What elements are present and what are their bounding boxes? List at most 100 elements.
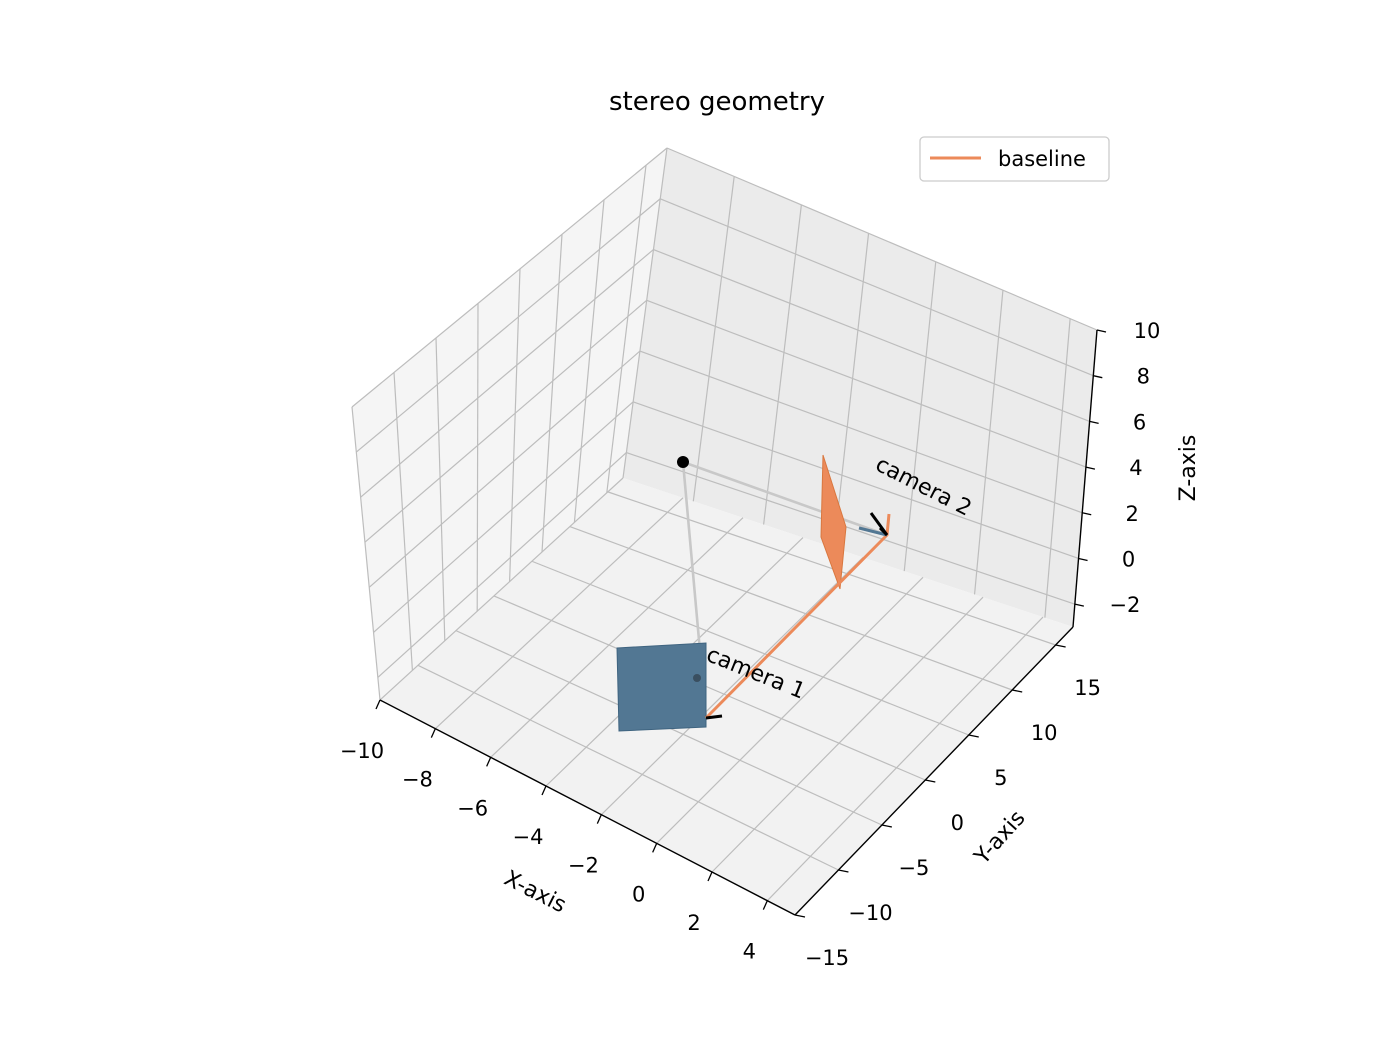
x-tick-label-7: 4 <box>743 940 756 964</box>
grid-back-y-5 <box>973 290 1004 595</box>
x-tick-3 <box>541 785 547 796</box>
grid-left-x-4 <box>509 268 521 582</box>
legend-label-baseline: baseline <box>998 147 1086 171</box>
grid-back-z-0 <box>626 452 1076 605</box>
grid-back-y-1 <box>692 176 735 502</box>
z-tick-label-0: −2 <box>1109 593 1140 617</box>
x-axis-line <box>379 699 796 916</box>
y-tick-label-0: −15 <box>805 946 849 970</box>
x-tick-1 <box>430 728 436 738</box>
grid-back-z-4 <box>653 248 1090 422</box>
y-tick-label-5: 10 <box>1031 721 1058 745</box>
grid-floor-x-4 <box>600 557 864 816</box>
x-tick-label-4: −2 <box>568 854 599 878</box>
x-tick-label-6: 2 <box>687 911 700 935</box>
axes <box>379 329 1098 916</box>
z-tick-6 <box>1096 329 1107 333</box>
x-tick-label-5: 0 <box>632 882 645 906</box>
pane-left-face <box>352 148 667 700</box>
grid-left-z-3 <box>364 299 648 543</box>
x-tick-2 <box>486 757 492 767</box>
camera-2-z-axis-marker <box>878 526 889 537</box>
grid-left-z-5 <box>355 198 661 453</box>
camera-1-image-plane <box>616 642 707 732</box>
grid-floor-x-2 <box>490 517 744 758</box>
z-tick-label-1: 0 <box>1122 547 1135 571</box>
grid-floor-x-6 <box>711 596 984 873</box>
x-tick-label-1: −8 <box>402 768 433 792</box>
grid-back-y-3 <box>833 233 870 548</box>
z-tick-0 <box>1074 603 1084 607</box>
grid-left-x-1 <box>393 372 413 671</box>
grid-back-z-3 <box>646 299 1087 468</box>
y-tick-0 <box>794 914 806 918</box>
y-tick-3 <box>925 779 936 783</box>
grid-left-z-1 <box>373 401 634 633</box>
camera-2-optical-axis <box>858 526 888 537</box>
pane-back-face <box>623 148 1097 627</box>
y-axis-label: Y-axis <box>969 806 1030 870</box>
pane-back <box>623 148 1097 627</box>
grid-floor-x-1 <box>434 497 684 730</box>
pane-left <box>352 148 667 700</box>
y-tick-label-1: −10 <box>848 901 892 925</box>
legend: baseline <box>919 136 1110 182</box>
y-tick-4 <box>968 734 979 738</box>
grid-floor-y-4 <box>531 560 969 736</box>
y-tick-label-4: 5 <box>994 766 1007 790</box>
grid-back-z-5 <box>660 198 1094 377</box>
grid-left-x-6 <box>573 199 605 523</box>
z-tick-5 <box>1093 375 1103 379</box>
z-tick-label-2: 2 <box>1126 502 1139 526</box>
grid-left-z-6 <box>351 147 668 408</box>
z-tick-label-4: 6 <box>1133 410 1146 434</box>
grid-floor-y-5 <box>569 525 1013 691</box>
grid-floor-x-7 <box>766 616 1044 902</box>
grid-left-x-7 <box>606 165 647 493</box>
grid-left-x-3 <box>476 303 479 612</box>
grid-back-y-6 <box>1044 318 1071 618</box>
z-tick-label-3: 4 <box>1129 456 1142 480</box>
y-tick-label-6: 15 <box>1074 676 1101 700</box>
y-tick-1 <box>838 869 849 873</box>
z-tick-2 <box>1082 512 1092 516</box>
grid-floor-x-5 <box>656 576 924 844</box>
grid-left-z-2 <box>368 350 641 588</box>
grid-left-x-5 <box>541 234 563 553</box>
y-tick-6 <box>1055 644 1066 648</box>
x-tick-label-3: −4 <box>513 825 544 849</box>
grid-floor-y-6 <box>607 491 1056 646</box>
x-tick-label-0: −10 <box>340 739 384 763</box>
y-tick-label-2: −5 <box>898 856 929 880</box>
x-tick-4 <box>596 814 602 824</box>
camera-1-x-axis-marker <box>705 714 723 720</box>
grid-back-z-1 <box>632 401 1079 560</box>
x-tick-label-2: −6 <box>457 796 488 820</box>
z-tick-4 <box>1089 420 1099 425</box>
world-point <box>677 456 689 468</box>
grid-back-y-0 <box>622 147 668 479</box>
x-tick-5 <box>652 843 658 853</box>
grid-left-z-0 <box>377 452 627 678</box>
grid-floor-x-0 <box>379 477 624 701</box>
x-tick-6 <box>707 871 713 882</box>
grid-back-z-6 <box>666 147 1098 331</box>
grid-floor-y-1 <box>417 664 839 871</box>
z-axis-line <box>1072 329 1098 628</box>
z-tick-label-5: 8 <box>1137 365 1150 389</box>
chart-title: stereo geometry <box>609 87 825 117</box>
grid-left-x-0 <box>351 406 381 701</box>
projection-ray-2 <box>682 460 888 537</box>
x-tick-0 <box>375 699 381 710</box>
x-axis-label: X-axis <box>500 866 570 918</box>
z-tick-1 <box>1078 557 1088 562</box>
grid-back-y-4 <box>903 261 937 572</box>
y-axis-line <box>794 626 1074 916</box>
grid-floor-y-3 <box>493 595 926 781</box>
grid-back-y-2 <box>763 204 802 525</box>
grid-left-x-2 <box>435 337 446 641</box>
y-tick-label-3: 0 <box>951 811 964 835</box>
grid-back-z-2 <box>639 350 1083 514</box>
